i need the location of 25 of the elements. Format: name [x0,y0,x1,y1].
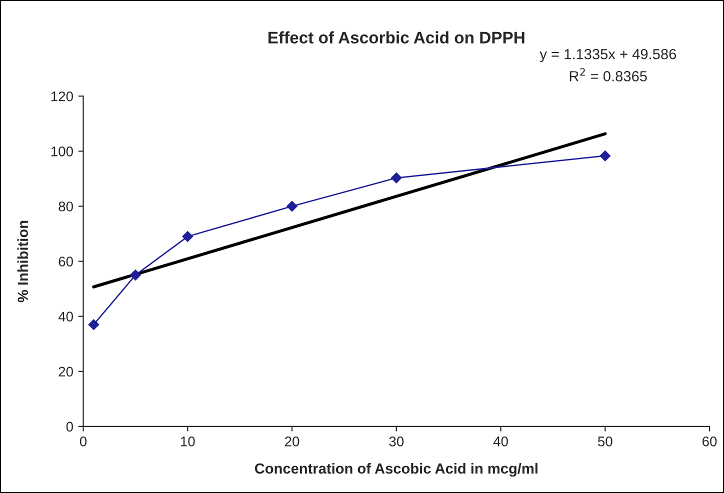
x-tick-label: 20 [284,436,300,446]
y-tick-label: 120 [51,91,73,102]
point [390,172,402,184]
x-axis-title: Concentration of Ascobic Acid in mcg/ml [254,463,538,477]
x-tick-label: 40 [493,436,508,446]
point [600,150,611,162]
y-tick-label: 40 [58,312,73,322]
y-tick-label: 60 [58,256,73,266]
point [286,200,298,212]
y-tick-label: 20 [58,366,73,377]
text: R$^{2}$ = 0.8365 [570,68,647,82]
chart-title: Effect of Ascorbic Acid on DPPH [268,31,524,44]
x-tick-label: 50 [598,436,612,446]
point [88,319,100,330]
y-tick-label: 100 [51,146,73,156]
x-tick-label: 30 [389,436,404,446]
x-tick-label: 0 [80,436,87,446]
x-tick-label: 60 [702,436,717,446]
y-tick-label: 0 [66,422,73,432]
y-tick-label: 80 [58,202,73,212]
y-axis-title: % Inhibition [17,220,28,302]
point [182,231,194,242]
point [130,270,141,280]
x-tick-label: 10 [180,436,195,446]
text: y = 1.1335x + 49.586 [540,48,676,62]
